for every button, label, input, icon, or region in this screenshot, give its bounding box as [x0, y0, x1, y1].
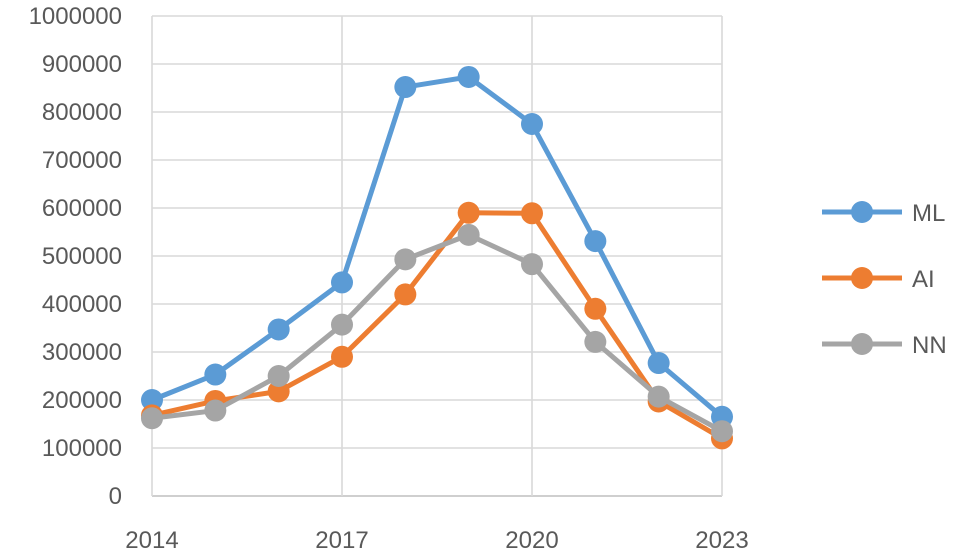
data-point — [394, 248, 417, 271]
data-point — [141, 407, 163, 430]
legend-item-ai: AI — [822, 266, 935, 293]
data-point — [394, 283, 417, 306]
legend-item-ml: ML — [822, 200, 945, 227]
y-tick-label: 500000 — [42, 243, 122, 270]
series-line — [151, 74, 724, 419]
x-tick-label: 2014 — [125, 527, 178, 554]
data-point — [521, 113, 543, 135]
data-point — [521, 253, 543, 276]
data-point — [457, 201, 480, 224]
data-point — [647, 385, 670, 408]
x-axis-ticks: 2014 2017 2020 2023 — [125, 527, 748, 554]
legend-marker — [851, 201, 873, 223]
data-point — [204, 363, 227, 386]
data-point — [457, 65, 480, 88]
legend: ML AI NN — [822, 200, 947, 359]
y-tick-label: 900000 — [42, 51, 122, 78]
y-tick-label: 100000 — [42, 435, 122, 462]
legend-marker — [851, 267, 873, 289]
data-point — [711, 420, 733, 443]
series-nn — [141, 223, 733, 443]
data-point — [457, 223, 480, 246]
data-point — [331, 271, 353, 294]
data-point — [584, 330, 607, 353]
y-tick-label: 0 — [109, 483, 122, 510]
series-layer — [141, 65, 733, 450]
data-point — [331, 313, 353, 336]
data-point — [584, 230, 607, 253]
data-point — [521, 202, 543, 225]
series-line — [151, 210, 724, 441]
x-tick-label: 2023 — [695, 527, 748, 554]
y-tick-label: 700000 — [42, 147, 122, 174]
series-ai — [141, 201, 733, 450]
y-tick-label: 200000 — [42, 387, 122, 414]
data-point — [584, 297, 607, 320]
series-ml — [141, 65, 733, 428]
x-tick-label: 2020 — [505, 527, 558, 554]
data-point — [647, 352, 670, 375]
legend-item-nn: NN — [822, 332, 947, 359]
data-point — [394, 76, 417, 99]
data-point — [141, 389, 163, 411]
legend-label: NN — [912, 332, 947, 359]
y-tick-label: 800000 — [42, 99, 122, 126]
data-point — [204, 399, 227, 422]
data-point — [331, 345, 353, 368]
y-axis-ticks: 0 100000 200000 300000 400000 500000 600000 700… — [29, 3, 122, 510]
legend-marker — [851, 333, 873, 355]
y-tick-label: 400000 — [42, 291, 122, 318]
series-line — [151, 232, 724, 434]
data-point — [267, 318, 290, 341]
data-point — [267, 365, 290, 387]
y-tick-label: 1000000 — [29, 3, 122, 30]
y-tick-label: 600000 — [42, 195, 122, 222]
data-point — [267, 380, 290, 403]
legend-label: AI — [912, 266, 935, 293]
x-tick-label: 2017 — [315, 527, 368, 554]
y-tick-label: 300000 — [42, 339, 122, 366]
legend-label: ML — [912, 200, 945, 227]
